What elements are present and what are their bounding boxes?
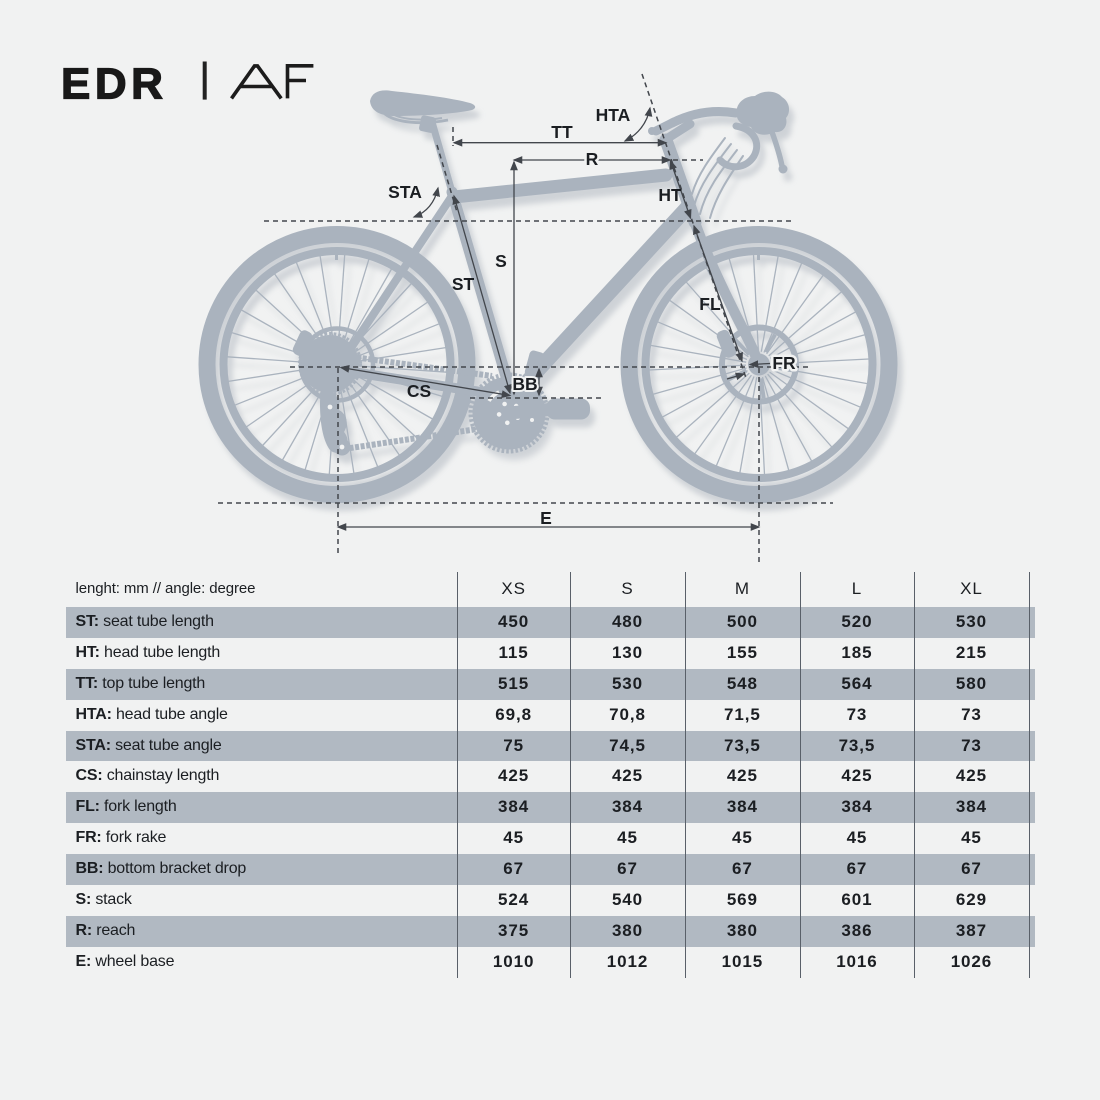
svg-text:STA: STA — [388, 182, 422, 202]
svg-text:S: S — [495, 251, 507, 271]
svg-text:EDR: EDR — [61, 59, 167, 108]
svg-text:HT: HT — [658, 185, 682, 205]
svg-text:FR: FR — [772, 353, 796, 373]
svg-text:TT: TT — [551, 122, 573, 142]
svg-text:FL: FL — [699, 294, 721, 314]
svg-text:BB: BB — [512, 374, 537, 394]
svg-text:HTA: HTA — [596, 105, 631, 125]
svg-text:ST: ST — [452, 274, 475, 294]
svg-text:E: E — [540, 508, 552, 528]
svg-text:CS: CS — [407, 381, 431, 401]
svg-text:R: R — [586, 149, 599, 169]
